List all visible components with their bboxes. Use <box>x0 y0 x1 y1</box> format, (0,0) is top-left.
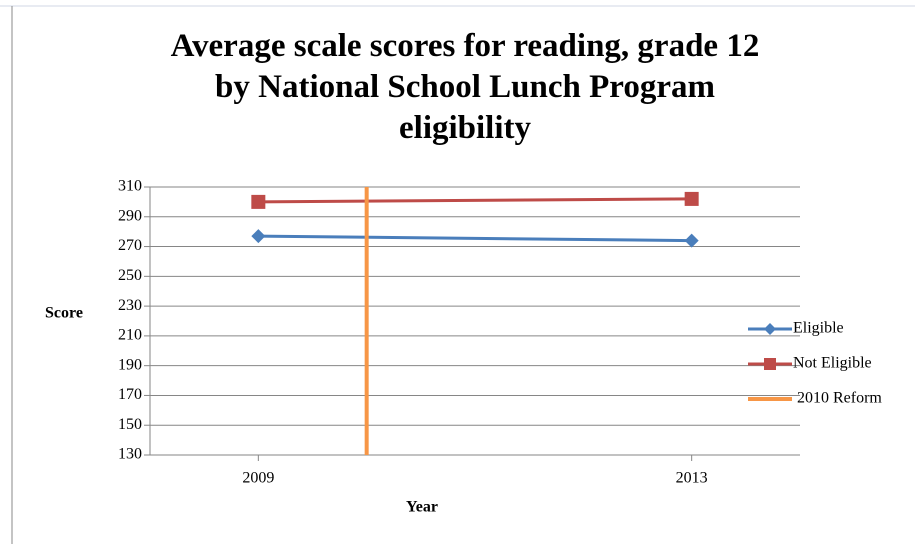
point <box>684 233 699 248</box>
x-tick-label: 2013 <box>676 470 708 487</box>
legend-marker <box>764 358 776 370</box>
y-tick-label: 290 <box>118 207 142 224</box>
point <box>251 229 266 244</box>
chart-title: Average scale scores for reading, grade … <box>171 28 760 146</box>
legend-label: 2010 Reform <box>797 390 882 407</box>
y-tick-label: 210 <box>118 327 142 344</box>
y-tick-label: 130 <box>118 446 142 463</box>
y-tick-label: 310 <box>118 178 142 195</box>
y-axis-label: Score <box>45 305 83 322</box>
y-tick-label: 190 <box>118 356 142 373</box>
x-axis-label: Year <box>406 499 438 516</box>
series-line <box>258 197 692 204</box>
y-tick-label: 270 <box>118 237 142 254</box>
y-tick-label: 250 <box>118 267 142 284</box>
legend-label: Not Eligible <box>793 355 872 372</box>
y-tick-label: 170 <box>118 386 142 403</box>
point <box>684 191 699 206</box>
legend-marker <box>764 323 776 335</box>
x-tick-label: 2009 <box>242 470 274 487</box>
series-line <box>258 234 692 243</box>
legend-label: Eligible <box>793 320 844 337</box>
y-tick-label: 230 <box>118 297 142 314</box>
point <box>251 194 266 209</box>
y-tick-label: 150 <box>118 416 142 433</box>
